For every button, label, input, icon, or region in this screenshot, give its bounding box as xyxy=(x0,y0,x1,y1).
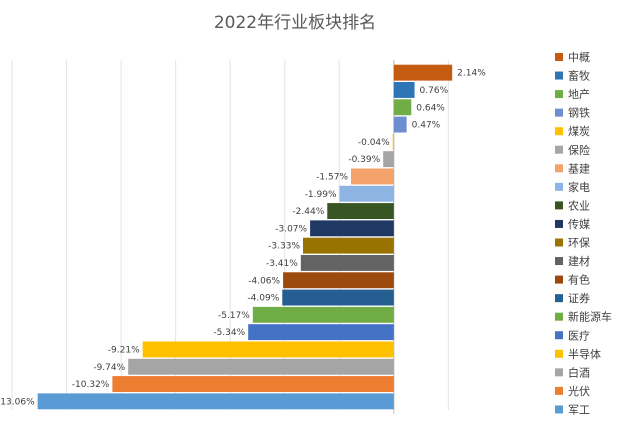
legend-label-传媒: 传媒 xyxy=(568,218,590,231)
data-label-光伏: -10.32% xyxy=(72,380,110,390)
legend-swatch-家电 xyxy=(555,182,563,191)
bar-保险 xyxy=(383,151,394,168)
data-label-有色: -4.06% xyxy=(248,276,280,286)
bar-军工 xyxy=(37,393,394,410)
data-label-证券: -4.09% xyxy=(247,294,279,304)
legend-swatch-军工 xyxy=(555,405,563,414)
legend-swatch-环保 xyxy=(555,238,563,247)
legend-label-中概: 中概 xyxy=(568,51,590,64)
data-label-建材: -3.41% xyxy=(266,259,298,269)
legend-swatch-半导体 xyxy=(555,349,563,358)
legend-label-白酒: 白酒 xyxy=(568,365,590,379)
bar-新能源车 xyxy=(252,306,394,323)
legend-label-医疗: 医疗 xyxy=(568,328,590,342)
bar-光伏 xyxy=(112,376,394,393)
bar-基建 xyxy=(351,168,394,185)
bar-白酒 xyxy=(128,358,394,375)
data-label-地产: 0.64% xyxy=(416,103,445,113)
legend-label-半导体: 半导体 xyxy=(568,347,601,361)
legend-label-新能源车: 新能源车 xyxy=(568,310,612,324)
bar-医疗 xyxy=(248,324,394,341)
legend-swatch-建材 xyxy=(555,257,563,266)
legend-swatch-证券 xyxy=(555,294,563,303)
legend-label-农业: 农业 xyxy=(568,198,590,212)
data-label-畜牧: 0.76% xyxy=(420,86,449,96)
bar-家电 xyxy=(339,185,394,202)
legend-label-钢铁: 钢铁 xyxy=(568,107,590,120)
bar-有色 xyxy=(283,272,394,289)
data-label-军工: -13.06% xyxy=(0,397,35,407)
legend-label-光伏: 光伏 xyxy=(568,384,590,398)
legend-label-有色: 有色 xyxy=(568,273,590,287)
bars xyxy=(37,64,453,410)
legend-swatch-传媒 xyxy=(555,219,563,228)
data-label-新能源车: -5.17% xyxy=(218,311,250,321)
data-labels: 2.14% 0.76% 0.64% 0.47% -0.04% -0.39%-1.57% -1… xyxy=(0,69,486,408)
legend-label-地产: 地产 xyxy=(568,87,590,101)
legend-swatch-新能源车 xyxy=(555,312,563,321)
data-label-保险: -0.39% xyxy=(348,155,380,165)
legend-label-基建: 基建 xyxy=(568,161,590,175)
bar-地产 xyxy=(393,99,412,116)
bar-煤炭 xyxy=(392,133,394,150)
legend-swatch-白酒 xyxy=(555,368,563,377)
bar-证券 xyxy=(282,289,394,306)
legend-swatch-地产 xyxy=(555,90,563,99)
legend-label-保险: 保险 xyxy=(568,143,590,157)
legend-swatch-有色 xyxy=(555,275,563,284)
data-label-白酒: -9.74% xyxy=(93,363,125,373)
legend-label-煤炭: 煤炭 xyxy=(568,125,590,138)
data-label-环保: -3.33% xyxy=(268,242,300,252)
legend-swatch-煤炭 xyxy=(555,127,563,136)
legend-swatch-畜牧 xyxy=(555,71,563,80)
bar-畜牧 xyxy=(393,81,415,98)
legend: 中概畜牧地产钢铁煤炭保险基建家电农业传媒环保建材有色证券新能源车医疗半导体白酒光… xyxy=(555,51,612,416)
data-label-农业: -2.44% xyxy=(292,207,324,217)
legend-swatch-中概 xyxy=(555,53,563,61)
legend-label-家电: 家电 xyxy=(568,180,590,194)
bar-农业 xyxy=(327,203,394,220)
legend-label-建材: 建材 xyxy=(568,254,590,268)
legend-swatch-钢铁 xyxy=(555,108,563,117)
data-label-中概: 2.14% xyxy=(457,69,486,79)
bar-环保 xyxy=(303,237,394,254)
legend-swatch-光伏 xyxy=(555,386,563,395)
data-label-医疗: -5.34% xyxy=(213,328,245,338)
bar-传媒 xyxy=(310,220,394,237)
chart-title: 2022年行业板块排名 xyxy=(214,13,376,33)
legend-swatch-基建 xyxy=(555,164,563,173)
legend-label-证券: 证券 xyxy=(568,291,590,305)
data-label-传媒: -3.07% xyxy=(275,224,307,234)
legend-swatch-医疗 xyxy=(555,331,563,340)
legend-swatch-农业 xyxy=(555,201,563,210)
data-label-钢铁: 0.47% xyxy=(412,121,441,131)
data-label-基建: -1.57% xyxy=(316,172,348,182)
legend-label-环保: 环保 xyxy=(568,236,590,250)
bar-建材 xyxy=(300,254,394,271)
data-label-煤炭: -0.04% xyxy=(358,138,390,148)
bar-钢铁 xyxy=(393,116,407,133)
bar-半导体 xyxy=(142,341,394,358)
legend-label-畜牧: 畜牧 xyxy=(568,69,590,83)
bar-中概 xyxy=(393,64,453,81)
legend-swatch-保险 xyxy=(555,145,563,154)
legend-label-军工: 军工 xyxy=(568,403,590,416)
data-label-家电: -1.99% xyxy=(305,190,337,200)
data-label-半导体: -9.21% xyxy=(108,345,140,355)
